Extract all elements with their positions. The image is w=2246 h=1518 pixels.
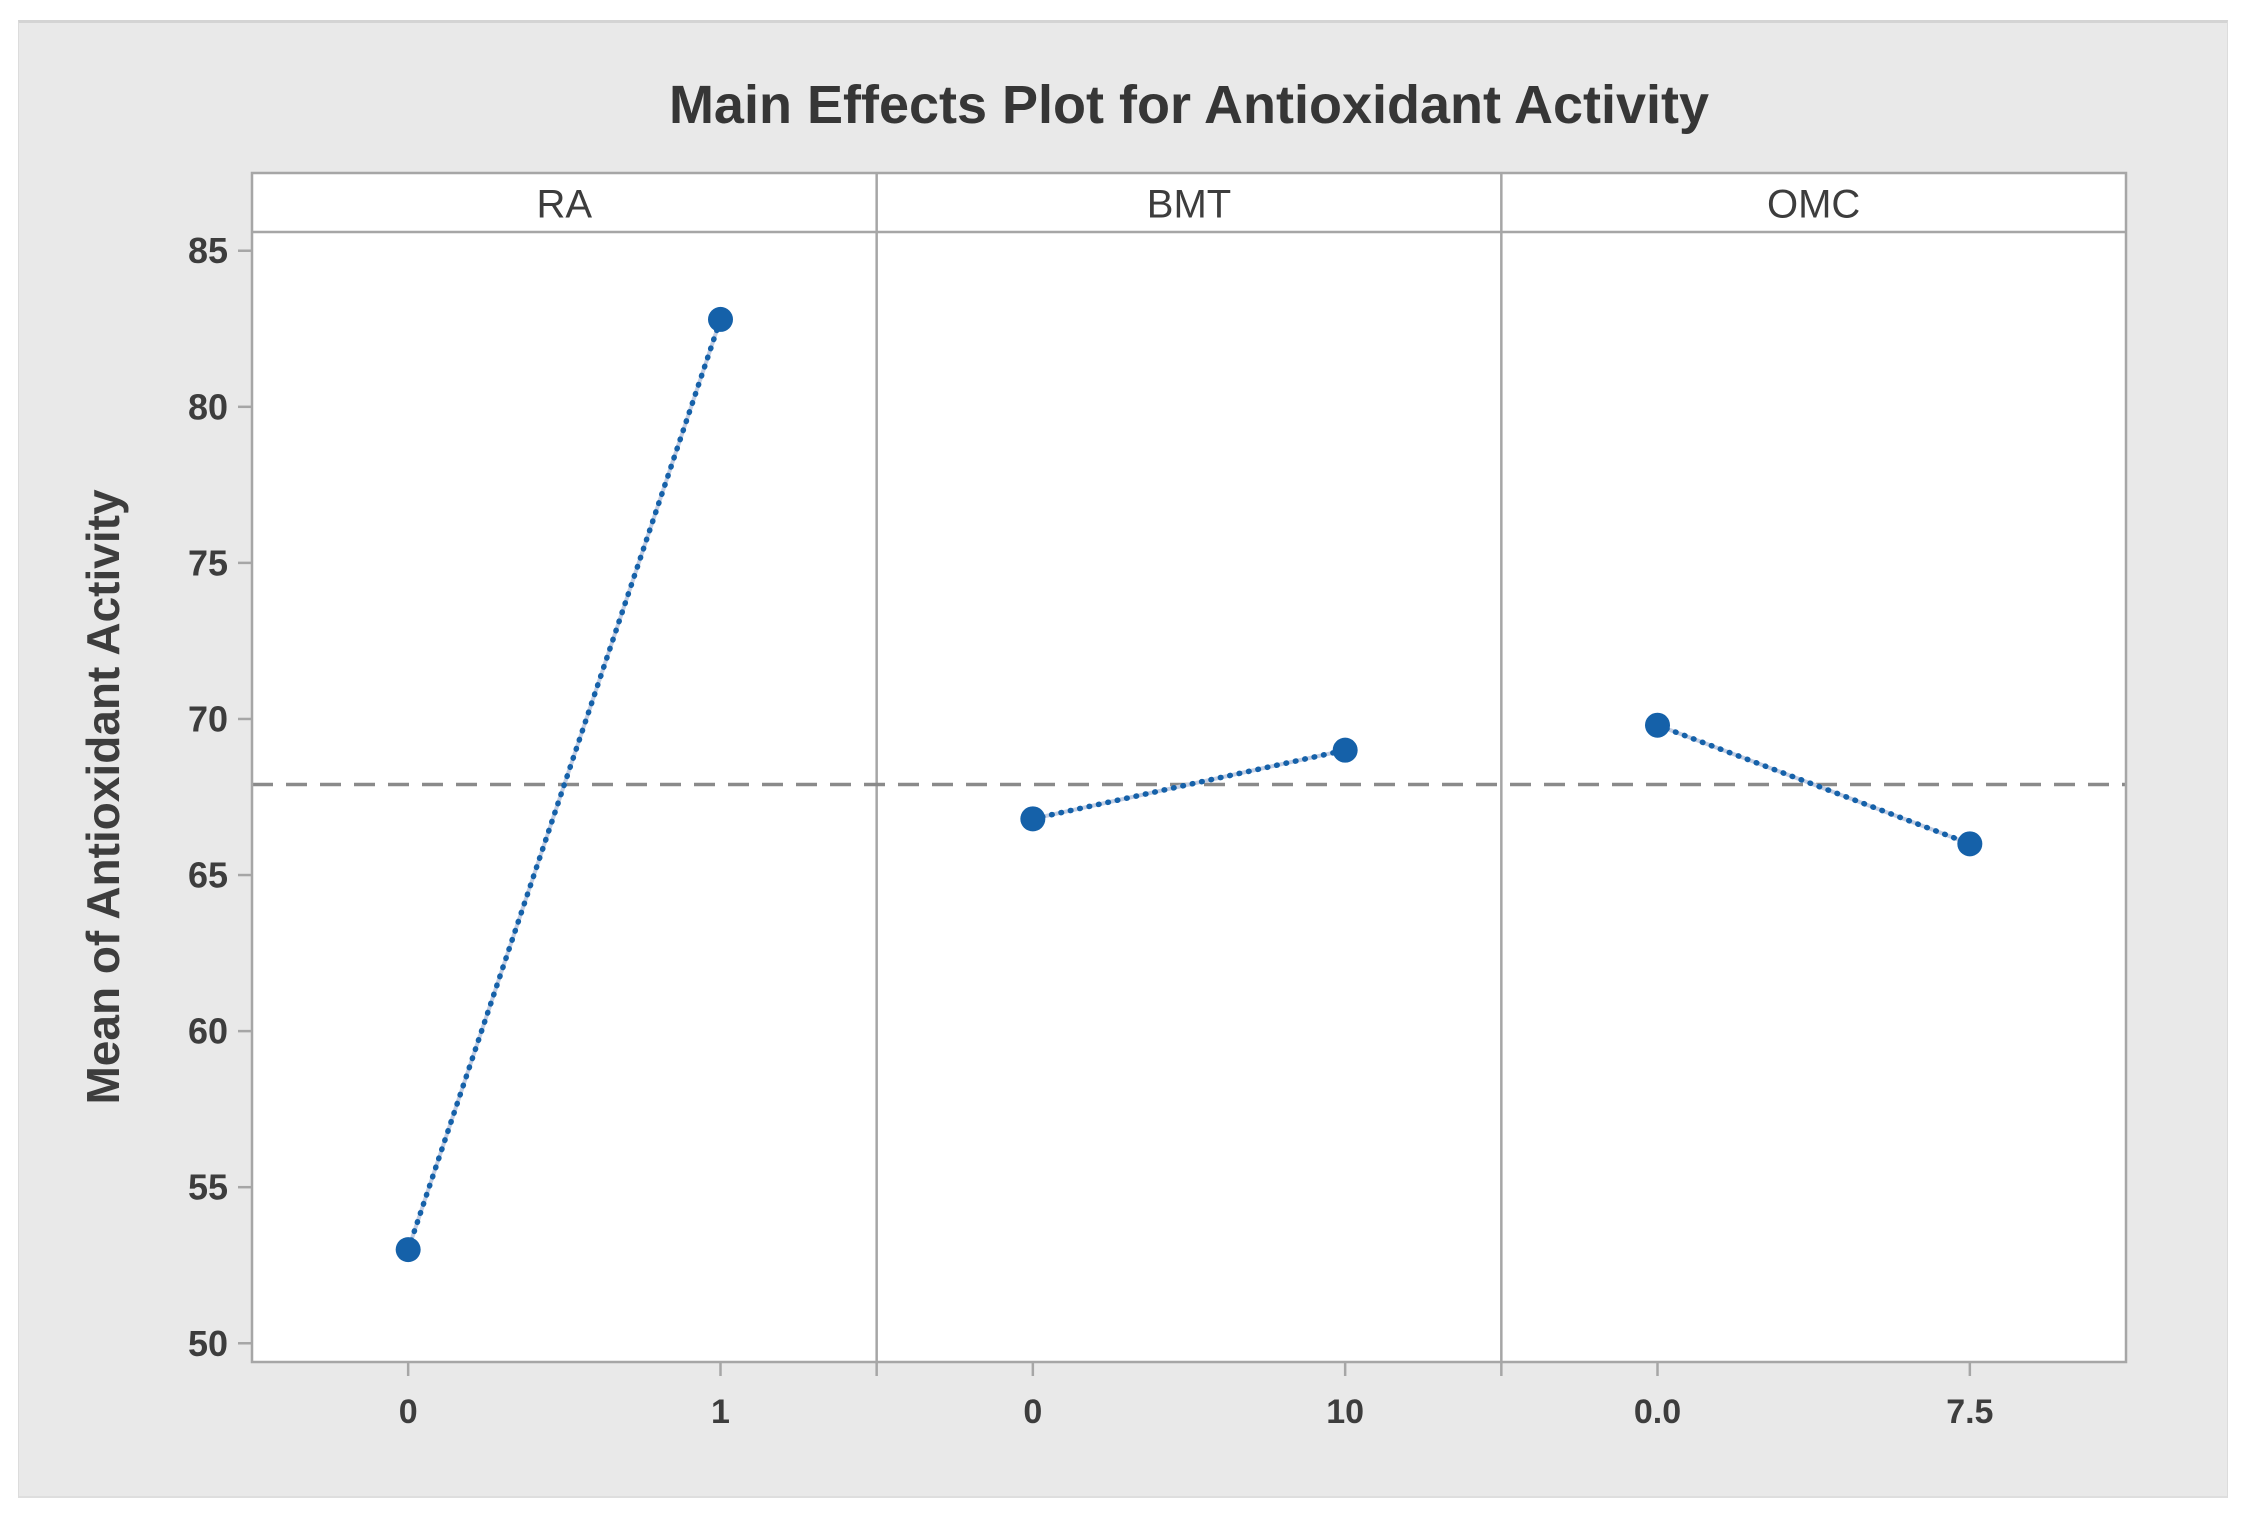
panel-header-RA: RA [537,183,593,227]
y-tick-label-70: 70 [188,698,228,739]
plot-area-background [252,173,2126,1362]
y-tick-label-80: 80 [188,386,228,427]
x-tick-label-OMC-7.5: 7.5 [1946,1393,1993,1431]
x-tick-label-BMT-0: 0 [1023,1393,1042,1431]
y-tick-label-75: 75 [188,542,228,583]
x-tick-label-RA-0: 0 [399,1393,418,1431]
connector-dotted-BMT [1030,747,1348,822]
x-tick-label-RA-1: 1 [711,1393,730,1431]
panel-header-BMT: BMT [1147,183,1231,227]
y-tick-label-55: 55 [188,1167,228,1208]
data-point-BMT-0 [1020,806,1046,832]
y-tick-label-60: 60 [188,1011,228,1052]
x-tick-label-OMC-0.0: 0.0 [1634,1393,1681,1431]
y-tick-label-65: 65 [188,855,228,896]
y-tick-label-50: 50 [188,1323,228,1364]
data-point-RA-0 [395,1237,421,1263]
plot-frame [250,171,2128,1364]
connector-dotted-RA [405,316,724,1253]
data-point-OMC-0.0 [1645,712,1670,738]
connector-dotted-OMC [1654,722,1973,847]
chart-title: Main Effects Plot for Antioxidant Activi… [668,75,1710,135]
data-point-BMT-10 [1332,737,1358,763]
data-point-OMC-7.5 [1957,831,1983,857]
data-point-RA-1 [708,306,733,332]
y-tick-label-85: 85 [188,230,228,271]
panel-header-OMC: OMC [1767,183,1860,227]
x-tick-label-BMT-10: 10 [1326,1393,1364,1431]
